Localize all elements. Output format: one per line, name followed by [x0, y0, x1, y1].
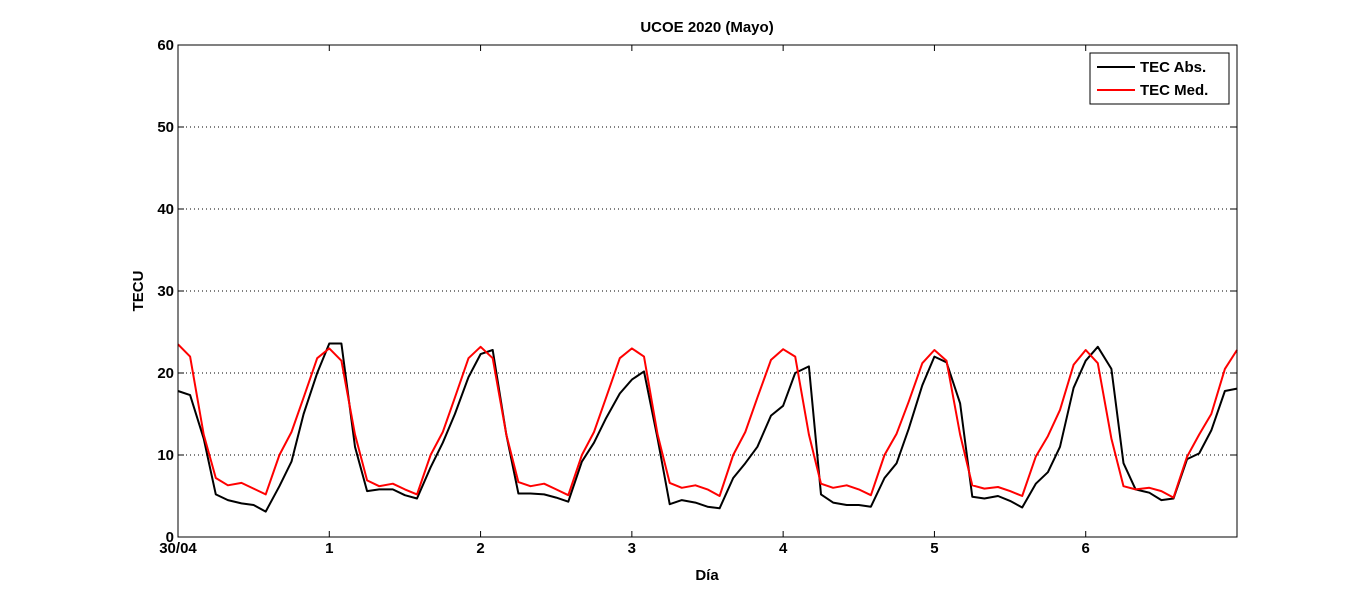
x-tick-label: 5 [930, 540, 938, 557]
series-lines [177, 342, 1238, 513]
series-line-tec-abs [177, 342, 1238, 513]
legend-label-tec-med: TEC Med. [1140, 82, 1208, 99]
x-tick-label: 3 [628, 540, 636, 557]
x-tick-label: 4 [779, 540, 788, 557]
legend: TEC Abs. TEC Med. [1089, 52, 1230, 105]
grid-lines [178, 126, 1237, 456]
y-tick-label: 20 [157, 365, 174, 382]
x-axis-label: Día [695, 567, 719, 584]
legend-box [1089, 52, 1230, 105]
x-tick-label: 2 [476, 540, 484, 557]
y-tick-label: 30 [157, 283, 174, 300]
y-tick-label: 0 [166, 529, 174, 546]
x-tick-label: 1 [325, 540, 333, 557]
y-axis-ticks: 0 10 20 30 40 50 60 [157, 37, 1237, 546]
y-axis-label: TECU [130, 271, 147, 312]
x-tick-label: 6 [1082, 540, 1090, 557]
y-tick-label: 50 [157, 119, 174, 136]
y-tick-label: 60 [157, 37, 174, 54]
chart-title: UCOE 2020 (Mayo) [640, 19, 773, 36]
legend-label-tec-abs: TEC Abs. [1140, 59, 1206, 76]
y-tick-label: 10 [157, 447, 174, 464]
x-axis-ticks: 30/04 1 2 3 4 5 6 [159, 45, 1090, 557]
y-tick-label: 40 [157, 201, 174, 218]
x-tick-label: 30/04 [159, 540, 197, 557]
series-line-tec-med [177, 343, 1238, 499]
